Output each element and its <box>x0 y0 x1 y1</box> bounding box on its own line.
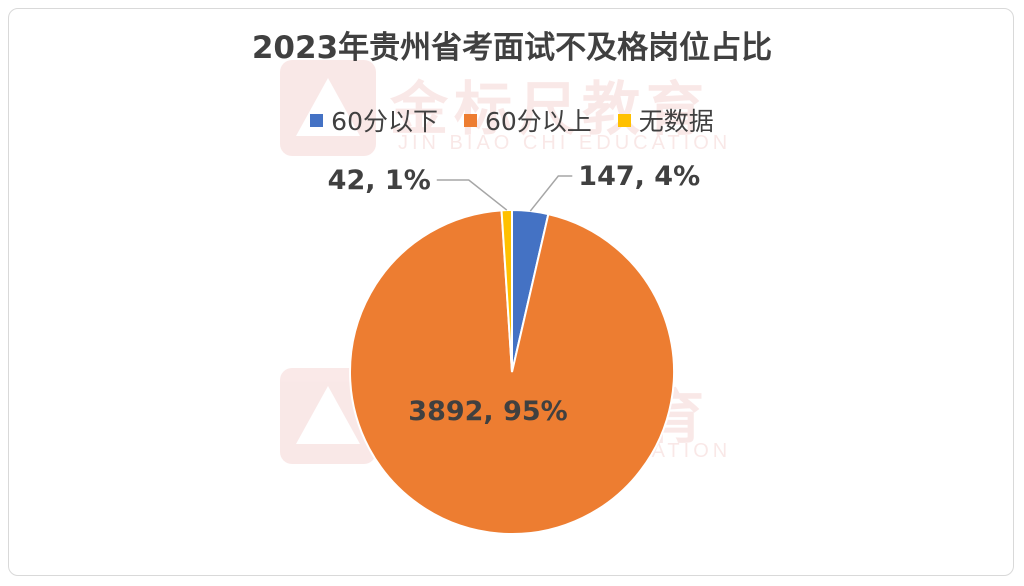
legend-label: 60分以下 <box>331 107 438 136</box>
legend-item-below-60: 60分以下 <box>310 102 438 138</box>
legend-item-no-data: 无数据 <box>617 102 714 138</box>
leader-line-no-data <box>436 179 508 211</box>
slice-no-data <box>500 208 513 373</box>
legend-item-above-60: 60分以上 <box>463 102 592 138</box>
legend-swatch <box>617 113 631 127</box>
legend-swatch <box>463 113 477 127</box>
legend-label: 无数据 <box>638 107 714 136</box>
legend-label: 60分以上 <box>484 107 592 136</box>
chart-legend: 60分以下 60分以上 无数据 <box>0 102 1024 138</box>
data-label-no-data: 42, 1% <box>328 165 431 196</box>
chart-title: 2023年贵州省考面试不及格岗位占比 <box>251 30 773 66</box>
leader-line-below-60 <box>529 175 573 212</box>
data-label-above-60: 3892, 95% <box>408 396 567 427</box>
data-label-below-60: 147, 4% <box>578 161 700 192</box>
slice-above-60 <box>349 209 675 535</box>
legend-swatch <box>310 113 324 127</box>
